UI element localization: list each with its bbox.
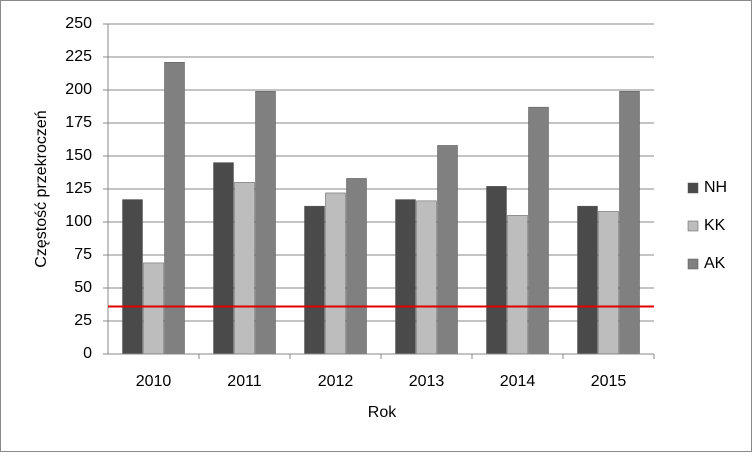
bar — [528, 106, 549, 355]
bar — [346, 178, 367, 355]
bar — [619, 91, 640, 355]
bar — [164, 62, 185, 355]
x-tick-label: 2014 — [500, 373, 536, 390]
bar — [255, 91, 276, 355]
bar — [325, 192, 346, 355]
bar — [143, 262, 164, 355]
bar — [598, 211, 619, 355]
legend-label: AK — [704, 255, 726, 272]
y-tick-label: 50 — [74, 279, 92, 296]
y-axis-title: Częstość przekroczeń — [33, 110, 50, 267]
y-tick-label: 150 — [65, 147, 92, 164]
bar — [486, 186, 507, 355]
bar — [122, 199, 143, 355]
y-tick-label: 125 — [65, 180, 92, 197]
x-tick-label: 2011 — [227, 373, 262, 390]
legend-marker — [687, 182, 699, 194]
x-axis-title: Rok — [368, 404, 397, 421]
legend-marker — [687, 258, 699, 270]
x-tick-label: 2015 — [591, 373, 627, 390]
y-tick-label: 25 — [74, 312, 92, 329]
y-tick-label: 100 — [65, 213, 92, 230]
bar — [437, 145, 458, 355]
y-tick-label: 200 — [65, 81, 92, 98]
y-tick-label: 225 — [65, 48, 92, 65]
legend-marker — [687, 220, 699, 232]
legend-label: KK — [704, 217, 726, 234]
y-tick-label: 250 — [65, 15, 92, 32]
y-tick-label: 75 — [74, 246, 92, 263]
bar — [234, 182, 255, 355]
bar — [507, 215, 528, 355]
bar — [577, 205, 598, 355]
bar — [304, 205, 325, 355]
bar — [416, 200, 437, 355]
bar — [213, 162, 234, 355]
y-tick-label: 0 — [83, 345, 92, 362]
x-tick-label: 2010 — [136, 373, 172, 390]
x-tick-label: 2012 — [318, 373, 354, 390]
legend-label: NH — [704, 179, 727, 196]
bar — [395, 199, 416, 355]
y-tick-label: 175 — [65, 114, 92, 131]
x-tick-label: 2013 — [409, 373, 445, 390]
